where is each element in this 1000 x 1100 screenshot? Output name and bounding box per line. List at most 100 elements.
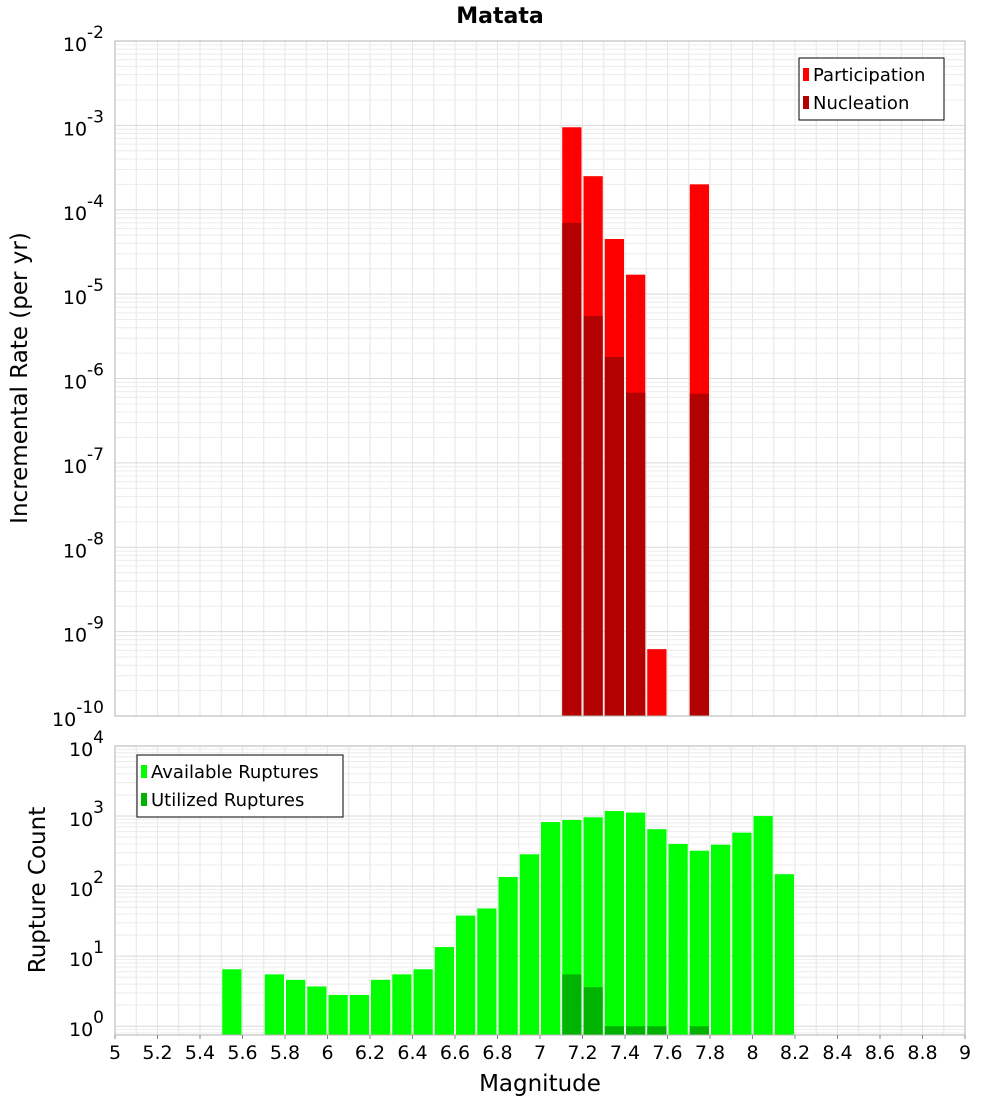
top-bar (689, 393, 709, 716)
y-tick-base: 10 (52, 709, 76, 731)
bottom-bar (583, 987, 603, 1035)
x-tick-label: 7 (534, 1042, 546, 1064)
y-tick-base: 10 (69, 1019, 93, 1041)
bottom-bar (328, 994, 348, 1035)
bottom-bar (371, 979, 391, 1035)
bottom-bar (604, 811, 624, 1035)
x-tick-label: 5.8 (270, 1042, 300, 1064)
bottom-bar (689, 850, 709, 1035)
y-tick-base: 10 (63, 287, 87, 309)
y-tick-base: 10 (63, 118, 87, 140)
top-bar (647, 649, 667, 716)
bottom-bar (583, 817, 603, 1035)
y-tick-exponent: -7 (87, 445, 104, 465)
bottom-bar (732, 832, 752, 1035)
y-tick-exponent: -2 (87, 23, 104, 43)
x-tick-label: 5.2 (142, 1042, 172, 1064)
bottom-bar (626, 1026, 646, 1035)
chart-title: Matata (456, 4, 543, 29)
y-tick-exponent: -3 (87, 107, 104, 127)
x-tick-label: 6.8 (482, 1042, 512, 1064)
x-tick-label: 6 (321, 1042, 333, 1064)
top-bar (583, 316, 603, 716)
top-bar (626, 392, 646, 716)
top-y-tick-label: 10-9 (63, 614, 104, 647)
bottom-y-tick-label: 104 (69, 728, 104, 761)
x-tick-label: 8.6 (865, 1042, 895, 1064)
bottom-bar (477, 908, 497, 1035)
bottom-bar (307, 986, 327, 1035)
y-tick-exponent: 4 (93, 728, 104, 748)
bottom-bar (562, 974, 582, 1035)
x-tick-label: 5.4 (185, 1042, 215, 1064)
top-y-axis-label: Incremental Rate (per yr) (7, 232, 33, 524)
bottom-bar (689, 1026, 709, 1035)
legend-swatch (141, 793, 147, 806)
bottom-bar (647, 1026, 667, 1035)
bottom-legend-box (136, 754, 344, 818)
top-bar (562, 222, 582, 716)
y-tick-exponent: -6 (87, 361, 104, 381)
y-tick-exponent: 0 (93, 1008, 104, 1028)
rate-plot: 10-1010-910-810-710-610-510-410-310-2Par… (52, 23, 966, 731)
bottom-bar (604, 1026, 624, 1035)
top-bar (604, 356, 624, 716)
y-tick-exponent: 3 (93, 798, 104, 818)
top-legend: Participation Nucleation (798, 57, 945, 121)
bottom-y-tick-label: 103 (69, 798, 104, 831)
top-y-tick-label: 10-10 (52, 698, 104, 731)
x-tick-label: 6.6 (440, 1042, 470, 1064)
legend-label: Available Ruptures (151, 762, 319, 783)
y-tick-base: 10 (69, 809, 93, 831)
bottom-bar (711, 844, 731, 1035)
bottom-bar (286, 979, 306, 1035)
bottom-bar (668, 843, 688, 1035)
bottom-bar (774, 874, 794, 1035)
top-grid (114, 41, 966, 717)
legend-swatch (141, 765, 147, 778)
y-tick-base: 10 (63, 203, 87, 225)
bottom-bar (413, 969, 433, 1035)
bottom-bar (626, 812, 646, 1035)
bottom-series-utilized-ruptures (562, 974, 709, 1035)
y-tick-base: 10 (69, 949, 93, 971)
bottom-bar (349, 994, 369, 1035)
y-tick-exponent: -4 (87, 192, 104, 212)
bottom-bar (519, 854, 539, 1035)
x-tick-label: 5.6 (227, 1042, 257, 1064)
x-tick-label: 8.8 (907, 1042, 937, 1064)
bottom-bar (541, 822, 561, 1035)
x-tick-label: 6.2 (355, 1042, 385, 1064)
x-tick-label: 8.2 (780, 1042, 810, 1064)
top-y-tick-label: 10-2 (63, 23, 104, 56)
y-tick-base: 10 (63, 456, 87, 478)
bottom-bar (456, 915, 476, 1035)
y-tick-exponent: -8 (87, 529, 104, 549)
bottom-y-tick-label: 101 (69, 938, 104, 971)
y-tick-base: 10 (63, 34, 87, 56)
x-tick-label: 6.4 (397, 1042, 427, 1064)
legend-label: Participation (813, 65, 925, 86)
x-tick-label: 7.4 (610, 1042, 640, 1064)
bottom-bar (647, 829, 667, 1035)
top-legend-box (798, 57, 945, 121)
bottom-bar (392, 974, 412, 1035)
bottom-y-axis-label: Rupture Count (25, 807, 51, 973)
legend-label: Utilized Ruptures (151, 790, 304, 811)
top-y-tick-label: 10-6 (63, 361, 104, 394)
top-y-tick-label: 10-5 (63, 276, 104, 309)
bottom-bar (753, 816, 773, 1035)
bottom-y-tick-label: 102 (69, 868, 104, 901)
x-axis-label: Magnitude (479, 1071, 601, 1097)
y-tick-exponent: 2 (93, 868, 104, 888)
x-tick-label: 8.4 (822, 1042, 852, 1064)
y-tick-base: 10 (63, 540, 87, 562)
bottom-bar (222, 969, 242, 1035)
y-tick-base: 10 (63, 625, 87, 647)
bottom-series-available-ruptures (222, 811, 794, 1035)
x-tick-label: 7.8 (695, 1042, 725, 1064)
x-tick-label: 5 (109, 1042, 121, 1064)
x-tick-label: 7.2 (567, 1042, 597, 1064)
y-tick-base: 10 (69, 739, 93, 761)
